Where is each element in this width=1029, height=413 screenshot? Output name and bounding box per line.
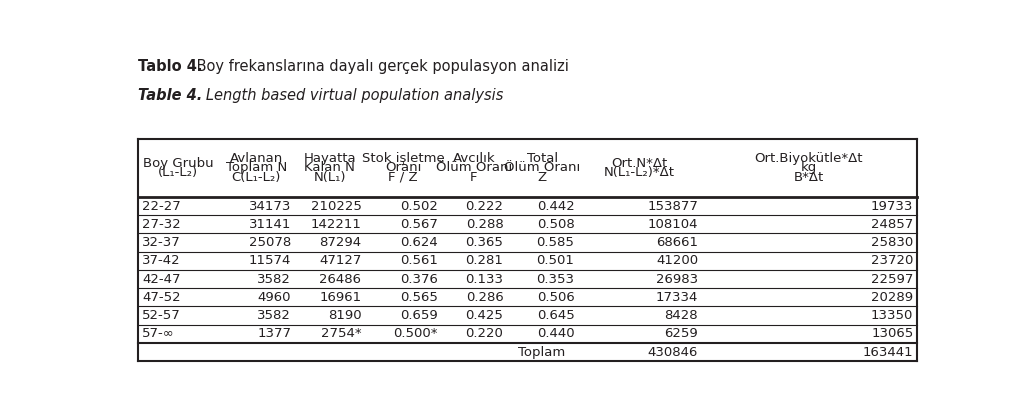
Text: 0.425: 0.425 bbox=[465, 309, 503, 322]
Text: 2754*: 2754* bbox=[321, 328, 361, 340]
Text: 3582: 3582 bbox=[257, 309, 291, 322]
Text: 3582: 3582 bbox=[257, 273, 291, 286]
Text: 42-47: 42-47 bbox=[142, 273, 181, 286]
Text: (L₁-L₂): (L₁-L₂) bbox=[158, 166, 199, 179]
Text: 11574: 11574 bbox=[249, 254, 291, 267]
Text: 210225: 210225 bbox=[311, 199, 361, 213]
Text: 0.502: 0.502 bbox=[400, 199, 438, 213]
Text: 20289: 20289 bbox=[872, 291, 914, 304]
Text: Boy Grubu: Boy Grubu bbox=[143, 157, 213, 169]
Text: Ölüm Oranı: Ölüm Oranı bbox=[504, 161, 580, 174]
Text: 0.561: 0.561 bbox=[400, 254, 438, 267]
Text: 0.624: 0.624 bbox=[400, 236, 438, 249]
Text: 25078: 25078 bbox=[249, 236, 291, 249]
Text: Oranı: Oranı bbox=[385, 161, 421, 174]
Text: 41200: 41200 bbox=[655, 254, 698, 267]
Text: Z: Z bbox=[537, 171, 546, 184]
Bar bbox=[138, 139, 917, 361]
Text: C(L₁-L₂): C(L₁-L₂) bbox=[232, 171, 281, 184]
Text: 108104: 108104 bbox=[647, 218, 698, 231]
Text: F / Z: F / Z bbox=[388, 171, 418, 184]
Text: 0.220: 0.220 bbox=[465, 328, 503, 340]
Text: 37-42: 37-42 bbox=[142, 254, 181, 267]
Text: 32-37: 32-37 bbox=[142, 236, 181, 249]
Text: 430846: 430846 bbox=[647, 346, 698, 358]
Text: 34173: 34173 bbox=[249, 199, 291, 213]
Text: 0.645: 0.645 bbox=[537, 309, 574, 322]
Text: 0.500*: 0.500* bbox=[393, 328, 438, 340]
Text: 142211: 142211 bbox=[311, 218, 361, 231]
Text: 27-32: 27-32 bbox=[142, 218, 181, 231]
Text: 0.376: 0.376 bbox=[400, 273, 438, 286]
Text: 0.567: 0.567 bbox=[400, 218, 438, 231]
Text: 26486: 26486 bbox=[319, 273, 361, 286]
Text: Ort.Biyokütle*Δt: Ort.Biyokütle*Δt bbox=[754, 152, 863, 165]
Text: 0.365: 0.365 bbox=[465, 236, 503, 249]
Text: 163441: 163441 bbox=[862, 346, 914, 358]
Text: N(L₁): N(L₁) bbox=[314, 171, 346, 184]
Text: 8190: 8190 bbox=[328, 309, 361, 322]
Text: 23720: 23720 bbox=[871, 254, 914, 267]
Text: 0.222: 0.222 bbox=[465, 199, 503, 213]
Text: 31141: 31141 bbox=[249, 218, 291, 231]
Text: Toplam N: Toplam N bbox=[225, 161, 287, 174]
Text: Table 4.: Table 4. bbox=[138, 88, 203, 103]
Text: 0.506: 0.506 bbox=[537, 291, 574, 304]
Text: 52-57: 52-57 bbox=[142, 309, 181, 322]
Text: Tablo 4.: Tablo 4. bbox=[138, 59, 203, 74]
Text: B*Δt: B*Δt bbox=[793, 171, 824, 184]
Text: 19733: 19733 bbox=[871, 199, 914, 213]
Text: Kalan N: Kalan N bbox=[305, 161, 355, 174]
Text: Hayatta: Hayatta bbox=[304, 152, 356, 165]
Text: 0.281: 0.281 bbox=[465, 254, 503, 267]
Text: 57-∞: 57-∞ bbox=[142, 328, 175, 340]
Text: 0.585: 0.585 bbox=[536, 236, 574, 249]
Text: 0.442: 0.442 bbox=[537, 199, 574, 213]
Text: 6259: 6259 bbox=[665, 328, 698, 340]
Text: 47-52: 47-52 bbox=[142, 291, 181, 304]
Text: 8428: 8428 bbox=[665, 309, 698, 322]
Text: 153877: 153877 bbox=[647, 199, 698, 213]
Text: 0.501: 0.501 bbox=[536, 254, 574, 267]
Text: 87294: 87294 bbox=[319, 236, 361, 249]
Text: 0.353: 0.353 bbox=[536, 273, 574, 286]
Text: 0.288: 0.288 bbox=[466, 218, 503, 231]
Text: 47127: 47127 bbox=[319, 254, 361, 267]
Text: Toplam: Toplam bbox=[519, 346, 566, 358]
Text: kg: kg bbox=[801, 161, 817, 174]
Text: 26983: 26983 bbox=[655, 273, 698, 286]
Text: Length based virtual population analysis: Length based virtual population analysis bbox=[192, 88, 504, 103]
Text: 16961: 16961 bbox=[319, 291, 361, 304]
Text: 0.508: 0.508 bbox=[537, 218, 574, 231]
Text: 0.440: 0.440 bbox=[537, 328, 574, 340]
Text: 25830: 25830 bbox=[872, 236, 914, 249]
Text: 13350: 13350 bbox=[871, 309, 914, 322]
Text: Boy frekanslarına dayalı gerçek populasyon analizi: Boy frekanslarına dayalı gerçek populasy… bbox=[192, 59, 569, 74]
Text: Stok işletme: Stok işletme bbox=[361, 152, 445, 165]
Text: 0.286: 0.286 bbox=[466, 291, 503, 304]
Text: Avcılık: Avcılık bbox=[453, 152, 495, 165]
Text: 4960: 4960 bbox=[258, 291, 291, 304]
Text: 68661: 68661 bbox=[657, 236, 698, 249]
Text: Total: Total bbox=[527, 152, 558, 165]
Text: 0.659: 0.659 bbox=[400, 309, 438, 322]
Text: 1377: 1377 bbox=[257, 328, 291, 340]
Text: 13065: 13065 bbox=[872, 328, 914, 340]
Text: Avlanan: Avlanan bbox=[229, 152, 283, 165]
Text: 22597: 22597 bbox=[871, 273, 914, 286]
Text: 0.565: 0.565 bbox=[400, 291, 438, 304]
Text: Ölüm Oranı: Ölüm Oranı bbox=[436, 161, 512, 174]
Text: 24857: 24857 bbox=[872, 218, 914, 231]
Text: 22-27: 22-27 bbox=[142, 199, 181, 213]
Text: 0.133: 0.133 bbox=[465, 273, 503, 286]
Text: Ort.N*Δt: Ort.N*Δt bbox=[611, 157, 668, 169]
Text: 17334: 17334 bbox=[655, 291, 698, 304]
Text: N(L₁-L₂)*Δt: N(L₁-L₂)*Δt bbox=[604, 166, 675, 179]
Text: F: F bbox=[470, 171, 477, 184]
